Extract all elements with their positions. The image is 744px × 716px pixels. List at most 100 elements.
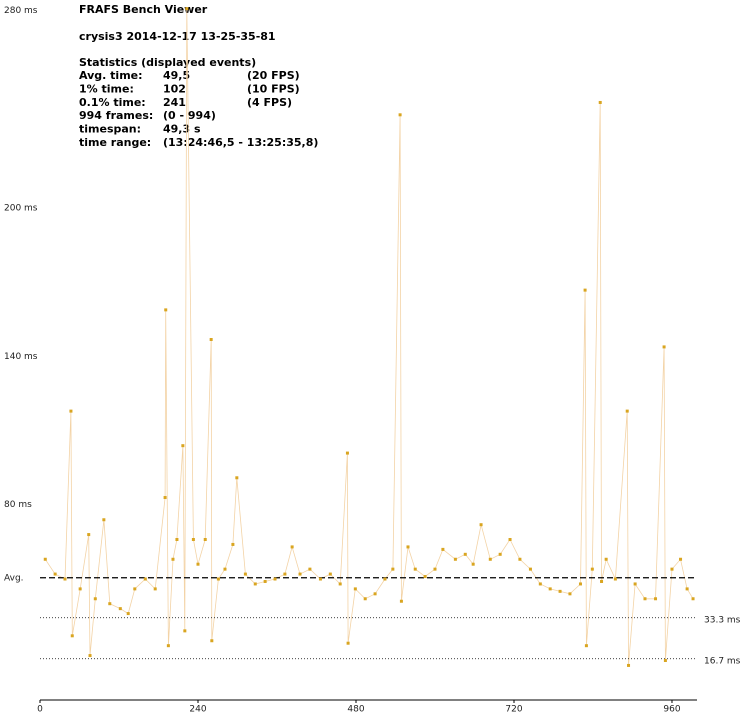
frame-point: [143, 577, 147, 581]
stat-cell: Avg. time:: [79, 69, 143, 82]
stats-heading: Statistics (displayed events): [79, 56, 256, 69]
frame-point: [345, 451, 349, 455]
frame-point: [171, 557, 175, 561]
stat-cell: (20 FPS): [247, 69, 300, 82]
frame-point: [164, 308, 168, 312]
stat-cell: 49,3 s: [163, 123, 201, 136]
reference-label: 33.3 ms: [704, 615, 741, 625]
frame-point: [191, 538, 195, 542]
stat-cell: 241: [163, 96, 186, 109]
frame-point: [568, 592, 572, 596]
frame-point: [53, 572, 57, 576]
stat-cell: (4 FPS): [247, 96, 292, 109]
frame-point: [654, 597, 658, 601]
frame-point: [479, 523, 483, 527]
frame-point: [235, 476, 239, 480]
frame-point: [102, 518, 106, 522]
stat-cell: (13:24:46,5 - 13:25:35,8): [163, 136, 318, 149]
frame-point: [691, 597, 695, 601]
frame-point: [133, 587, 137, 591]
frame-point: [181, 444, 185, 448]
frame-point: [488, 557, 492, 561]
frame-point: [126, 612, 130, 616]
frame-point: [166, 644, 170, 648]
frame-point: [423, 575, 427, 579]
frame-point: [175, 538, 179, 542]
frame-point: [383, 577, 387, 581]
stat-cell: 0.1% time:: [79, 96, 146, 109]
stat-cell: (0 - 994): [163, 109, 216, 122]
frame-point: [196, 562, 200, 566]
frame-point: [69, 409, 73, 413]
frame-point: [453, 557, 457, 561]
frame-point: [185, 7, 189, 11]
y-tick-label: 200 ms: [4, 204, 38, 214]
x-tick-label: 0: [37, 705, 43, 715]
frame-point: [613, 577, 617, 581]
frame-point: [108, 602, 112, 606]
frame-point: [283, 572, 287, 576]
frame-point: [298, 572, 302, 576]
stat-cell: time range:: [79, 136, 151, 149]
frame-point: [662, 345, 666, 349]
frame-point: [209, 338, 213, 342]
stat-cell: timespan:: [79, 123, 141, 136]
frame-point: [363, 597, 367, 601]
frame-point: [548, 587, 552, 591]
frame-point: [590, 567, 594, 571]
frame-point: [328, 572, 332, 576]
frame-point: [584, 644, 588, 648]
frame-point: [413, 567, 417, 571]
frame-point: [216, 577, 220, 581]
x-tick-label: 960: [663, 705, 680, 715]
frame-point: [391, 567, 395, 571]
frame-point: [273, 577, 277, 581]
frame-point: [578, 582, 582, 586]
frame-point: [223, 567, 227, 571]
stat-cell: 102: [163, 82, 186, 95]
frame-point: [70, 634, 74, 638]
frame-point: [93, 597, 97, 601]
frame-point: [318, 577, 322, 581]
frame-point: [210, 639, 214, 643]
stat-cell: 994 frames:: [79, 109, 153, 122]
frame-point: [243, 572, 247, 576]
frame-point: [290, 545, 294, 549]
y-tick-label: 140 ms: [4, 352, 38, 362]
frame-point: [598, 100, 602, 104]
frame-point: [308, 567, 312, 571]
stat-cell: (10 FPS): [247, 82, 300, 95]
frame-line: [44, 8, 694, 666]
x-tick-label: 480: [347, 705, 364, 715]
frame-point: [670, 567, 674, 571]
frame-point: [63, 577, 67, 581]
frame-point: [346, 641, 350, 645]
x-tick-label: 720: [505, 705, 522, 715]
frame-point: [399, 599, 403, 603]
reference-label: Avg.: [4, 573, 24, 583]
stat-cell: 49,5: [163, 69, 190, 82]
frame-point: [643, 597, 647, 601]
frame-point: [231, 542, 235, 546]
frame-point: [625, 409, 629, 413]
frame-point: [203, 538, 207, 542]
frame-point: [118, 607, 122, 611]
file-name: crysis3 2014-12-17 13-25-35-81: [79, 30, 276, 43]
frame-point: [528, 567, 532, 571]
frame-point: [338, 582, 342, 586]
frame-point: [518, 557, 522, 561]
frame-point: [433, 567, 437, 571]
frame-point: [558, 589, 562, 593]
frame-point: [263, 579, 267, 583]
frame-point: [663, 658, 667, 662]
frame-point: [373, 592, 377, 596]
frame-point: [538, 582, 542, 586]
frame-point: [471, 562, 475, 566]
frame-point: [163, 496, 167, 500]
frame-point: [633, 582, 637, 586]
frame-point: [398, 113, 402, 117]
app-title: FRAFS Bench Viewer: [79, 3, 208, 16]
y-tick-label: 80 ms: [4, 500, 32, 510]
frame-point: [627, 663, 631, 667]
frame-point: [153, 587, 157, 591]
